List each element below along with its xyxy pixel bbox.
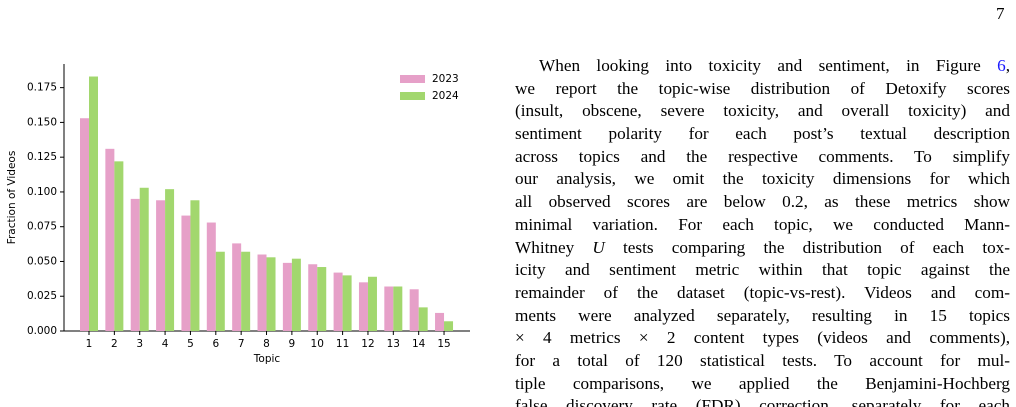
bar: [266, 257, 276, 331]
text-line: Whitney U tests comparing the distributi…: [515, 237, 1010, 260]
bar: [317, 267, 327, 331]
x-tick-label: 3: [136, 338, 143, 350]
bar: [342, 275, 352, 331]
bar: [257, 254, 267, 331]
text: Whitney: [515, 237, 593, 257]
text-line: we report the topic-wise distribution of…: [515, 78, 1010, 101]
x-tick-label: 5: [187, 338, 194, 350]
x-tick-label: 2: [111, 338, 118, 350]
text: across topics and the respective comment…: [515, 146, 1010, 166]
y-tick-label: 0.000: [27, 325, 57, 337]
paragraph: When looking into toxicity and sentiment…: [515, 55, 1010, 407]
text: for a total of 120 statistical tests. To…: [515, 350, 1010, 370]
bar: [358, 282, 368, 331]
bar: [165, 189, 175, 331]
text: sentiment polarity for each post’s textu…: [515, 124, 1010, 144]
text: false discovery rate (FDR) correction, s…: [515, 396, 1010, 407]
legend-swatch: [400, 92, 425, 100]
text: ments were analyzed separately, resultin…: [515, 305, 1010, 325]
text-line: sentiment polarity for each post’s textu…: [515, 123, 1010, 146]
x-tick-label: 4: [162, 338, 169, 350]
text-line: When looking into toxicity and sentiment…: [515, 55, 1010, 78]
text-line: across topics and the respective comment…: [515, 146, 1010, 169]
bar: [156, 200, 166, 331]
x-tick-label: 14: [412, 338, 426, 350]
text-line: remainder of the dataset (topic-vs-rest)…: [515, 282, 1010, 305]
bar: [444, 321, 454, 331]
y-tick-label: 0.025: [27, 290, 57, 302]
text-line: for a total of 120 statistical tests. To…: [515, 350, 1010, 373]
figure-ref: 6: [997, 56, 1006, 75]
x-tick-label: 15: [437, 338, 450, 350]
x-tick-label: 7: [238, 338, 245, 350]
x-tick-label: 11: [336, 338, 349, 350]
bar: [215, 251, 225, 331]
bar: [206, 222, 216, 331]
text: (insult, obscene, severe toxicity, and o…: [515, 101, 1010, 121]
bar: [308, 264, 318, 331]
text: × 4 metrics × 2 content types (videos an…: [515, 328, 1010, 348]
bar: [80, 118, 89, 331]
text: our analysis, we omit the toxicity dimen…: [515, 169, 1010, 189]
bar: [291, 258, 301, 331]
bar: [333, 272, 343, 331]
x-tick-label: 9: [289, 338, 296, 350]
text: tests comparing the distribution of each…: [604, 237, 1011, 257]
bar: [130, 198, 140, 331]
bar: [435, 312, 445, 331]
y-tick-label: 0.175: [27, 82, 57, 94]
text-line: tiple comparisons, we applied the Benjam…: [515, 373, 1010, 396]
text-line: all observed scores are below 0.2, as th…: [515, 191, 1010, 214]
bar: [418, 307, 428, 331]
legend-swatch: [400, 75, 425, 83]
x-tick-label: 8: [263, 338, 270, 350]
bar: [367, 276, 377, 331]
bar: [89, 76, 98, 331]
text-line: our analysis, we omit the toxicity dimen…: [515, 168, 1010, 191]
text-line: minimal variation. For each topic, we co…: [515, 214, 1010, 237]
legend-label: 2024: [432, 90, 459, 102]
bar: [409, 289, 419, 331]
chart: 0.000 0.025 0.050 0.075 0.100 0.125 0.150 0.175…: [6, 64, 470, 365]
text: icity and sentiment metric within that t…: [515, 260, 1010, 280]
text-line: icity and sentiment metric within that t…: [515, 259, 1010, 282]
text: When looking into toxicity and sentiment…: [539, 56, 998, 75]
text: tiple comparisons, we applied the Benjam…: [515, 373, 1010, 393]
x-tick-label: 13: [387, 338, 400, 350]
text-line: × 4 metrics × 2 content types (videos an…: [515, 327, 1010, 350]
text: minimal variation. For each topic, we co…: [515, 214, 1010, 234]
y-tick-label: 0.125: [27, 151, 57, 163]
x-tick-label: 12: [361, 338, 374, 350]
x-tick-label: 10: [311, 338, 324, 350]
bar: [241, 251, 251, 331]
y-tick-label: 0.075: [27, 221, 57, 233]
text: we report the topic-wise distribution of…: [515, 78, 1010, 98]
x-tick-label: 1: [86, 338, 93, 350]
bar: [282, 262, 292, 331]
bar: [393, 286, 403, 331]
y-tick-label: 0.050: [27, 255, 57, 267]
bar: [139, 187, 149, 331]
bar: [384, 286, 394, 331]
text: all observed scores are below 0.2, as th…: [515, 192, 1010, 212]
bar: [105, 148, 115, 331]
bar: [190, 200, 200, 331]
text: ,: [1005, 56, 1010, 75]
bar: [181, 215, 191, 331]
text-line: (insult, obscene, severe toxicity, and o…: [515, 100, 1010, 123]
text-line: ments were analyzed separately, resultin…: [515, 305, 1010, 328]
bar: [114, 161, 124, 331]
y-axis-label: Fraction of Videos: [6, 151, 18, 245]
y-tick-label: 0.150: [27, 116, 57, 128]
italic-text: U: [592, 237, 605, 257]
text-line: false discovery rate (FDR) correction, s…: [515, 395, 1010, 407]
x-tick-label: 6: [212, 338, 219, 350]
text: remainder of the dataset (topic-vs-rest)…: [515, 282, 1010, 302]
bar: [232, 243, 242, 331]
x-axis-label: Topic: [253, 353, 281, 365]
y-tick-label: 0.100: [27, 186, 57, 198]
page-number: 7: [996, 4, 1005, 23]
legend-label: 2023: [432, 73, 459, 85]
